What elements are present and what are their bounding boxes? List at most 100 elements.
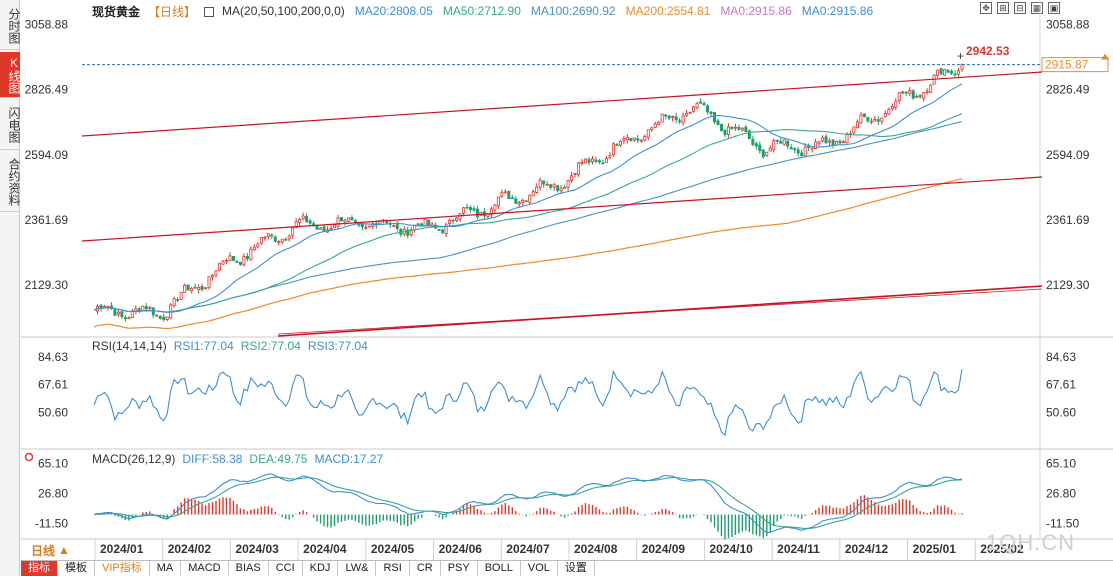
candle-body bbox=[238, 261, 242, 265]
y-tick-label-left: 2826.49 bbox=[25, 83, 69, 97]
indicator-tab-boll[interactable]: BOLL bbox=[478, 561, 521, 576]
y-tick-label-right: 2129.30 bbox=[1046, 278, 1090, 292]
candle-body bbox=[116, 311, 120, 315]
legend-item: MACD(26,12,9) bbox=[92, 452, 176, 466]
left-tab-0[interactable]: 分时图 bbox=[0, 2, 21, 50]
period-label: 【日线】 bbox=[148, 4, 197, 19]
period-high-label: 2942.53 bbox=[966, 44, 1010, 58]
channel-upper-line bbox=[81, 71, 1043, 137]
indicator-tab-lw&[interactable]: LW& bbox=[338, 561, 377, 576]
candle-body bbox=[821, 137, 825, 142]
channel-lower-line-inner bbox=[277, 288, 1043, 335]
candle-body bbox=[838, 140, 842, 144]
indicator-tab-设置[interactable]: 设置 bbox=[558, 561, 595, 576]
candle-body bbox=[200, 286, 204, 290]
candle-body bbox=[500, 192, 504, 197]
candle-body bbox=[719, 123, 723, 131]
zoom-in-icon[interactable]: ⊞ bbox=[997, 2, 1009, 14]
left-tab-3[interactable]: 合约资料 bbox=[0, 152, 21, 212]
indicator-tab-kdj[interactable]: KDJ bbox=[303, 561, 339, 576]
candle-body bbox=[259, 236, 263, 244]
candle-body bbox=[758, 144, 762, 152]
candle-body bbox=[556, 185, 560, 191]
indicator-tab-vol[interactable]: VOL bbox=[521, 561, 558, 576]
indicator-tab-psy[interactable]: PSY bbox=[441, 561, 478, 576]
candle-body bbox=[897, 92, 901, 102]
candle-body bbox=[364, 226, 368, 229]
candle-body bbox=[685, 112, 689, 116]
candle-body bbox=[629, 137, 633, 142]
candle-body bbox=[524, 200, 528, 203]
candle-body bbox=[113, 308, 117, 316]
x-tick-label: 2024/07 bbox=[506, 542, 550, 556]
indicator-tab-模板[interactable]: 模板 bbox=[58, 561, 95, 576]
candle-body bbox=[597, 160, 601, 163]
candle-body bbox=[604, 158, 608, 163]
candle-body bbox=[162, 316, 166, 320]
candle-body bbox=[186, 284, 190, 291]
candle-body bbox=[448, 219, 452, 225]
candle-body bbox=[472, 208, 476, 211]
indicator-tab-指标[interactable]: 指标 bbox=[21, 561, 58, 576]
candle-body bbox=[730, 126, 734, 130]
legend-item: RSI1:77.04 bbox=[173, 339, 234, 353]
move-icon[interactable]: ✥ bbox=[980, 2, 992, 14]
legend-item: MA20:2808.05 bbox=[354, 4, 433, 18]
candle-body bbox=[346, 217, 350, 222]
x-tick-label: 2024/06 bbox=[439, 542, 483, 556]
candle-body bbox=[908, 90, 912, 94]
candle-body bbox=[507, 190, 511, 199]
candle-body bbox=[231, 255, 235, 261]
candle-body bbox=[796, 149, 800, 154]
indicator-tab-cci[interactable]: CCI bbox=[269, 561, 303, 576]
candle-body bbox=[549, 184, 553, 188]
x-tick-label: 2024/04 bbox=[303, 542, 347, 556]
candle-body bbox=[329, 227, 333, 230]
x-tick-label: 2024/02 bbox=[168, 542, 212, 556]
left-tab-2[interactable]: 闪电图 bbox=[0, 100, 21, 150]
candle-body bbox=[444, 224, 448, 235]
ma-legend-items: MA(20,50,100,200,0,0) MA20:2808.05 MA50:27… bbox=[222, 4, 873, 18]
fullscreen-icon[interactable]: ▣ bbox=[1048, 2, 1060, 14]
candle-body bbox=[636, 138, 640, 141]
legend-item: MA200:2554.81 bbox=[625, 4, 711, 18]
candle-body bbox=[747, 130, 751, 140]
y-tick-label-left: 84.63 bbox=[38, 350, 68, 364]
indicator-tab-cr[interactable]: CR bbox=[410, 561, 441, 576]
y-tick-label-left: 3058.88 bbox=[25, 18, 69, 32]
macd-diff-line bbox=[93, 473, 963, 534]
candle-body bbox=[284, 238, 288, 241]
macd-settings-gear-icon bbox=[24, 452, 34, 462]
indicator-tab-rsi[interactable]: RSI bbox=[376, 561, 410, 576]
chart-area[interactable]: 3058.88 3058.88 2826.49 2826.49 2594.09 2594.… bbox=[21, 0, 1113, 560]
y-tick-label-left: 2594.09 bbox=[25, 148, 69, 162]
ma-settings-icon[interactable] bbox=[204, 7, 215, 17]
grid-icon[interactable]: ▦ bbox=[1031, 2, 1043, 14]
candle-body bbox=[716, 120, 720, 126]
y-tick-label-right: 67.61 bbox=[1046, 378, 1076, 392]
legend-item: RSI2:77.04 bbox=[240, 339, 301, 353]
indicator-tab-ma[interactable]: MA bbox=[150, 561, 182, 576]
zoom-out-icon[interactable]: ⊟ bbox=[1014, 2, 1026, 14]
candle-body bbox=[845, 133, 849, 144]
indicator-tab-vip指标[interactable]: VIP指标 bbox=[95, 561, 150, 576]
candle-body bbox=[249, 248, 253, 260]
candle-body bbox=[228, 255, 232, 261]
indicator-tab-bias[interactable]: BIAS bbox=[229, 561, 269, 576]
left-tab-1[interactable]: K线图 bbox=[0, 52, 21, 98]
candle-body bbox=[681, 115, 685, 124]
y-tick-label-left: 26.80 bbox=[38, 487, 68, 501]
candle-body bbox=[950, 70, 954, 74]
indicator-tab-macd[interactable]: MACD bbox=[181, 561, 229, 576]
y-tick-label-right: 50.60 bbox=[1046, 405, 1076, 419]
candle-body bbox=[692, 106, 696, 112]
x-tick-label: 2024/10 bbox=[709, 542, 753, 556]
candle-body bbox=[737, 127, 741, 130]
y-tick-label-left: 50.60 bbox=[38, 405, 68, 419]
candle-body bbox=[709, 111, 713, 115]
candle-body bbox=[869, 120, 873, 123]
candle-body bbox=[137, 308, 141, 312]
period-selector-button[interactable]: 日线 ▲ bbox=[21, 541, 91, 559]
channel-lower-line bbox=[277, 285, 1043, 337]
x-tick-label: 2024/11 bbox=[777, 542, 820, 556]
